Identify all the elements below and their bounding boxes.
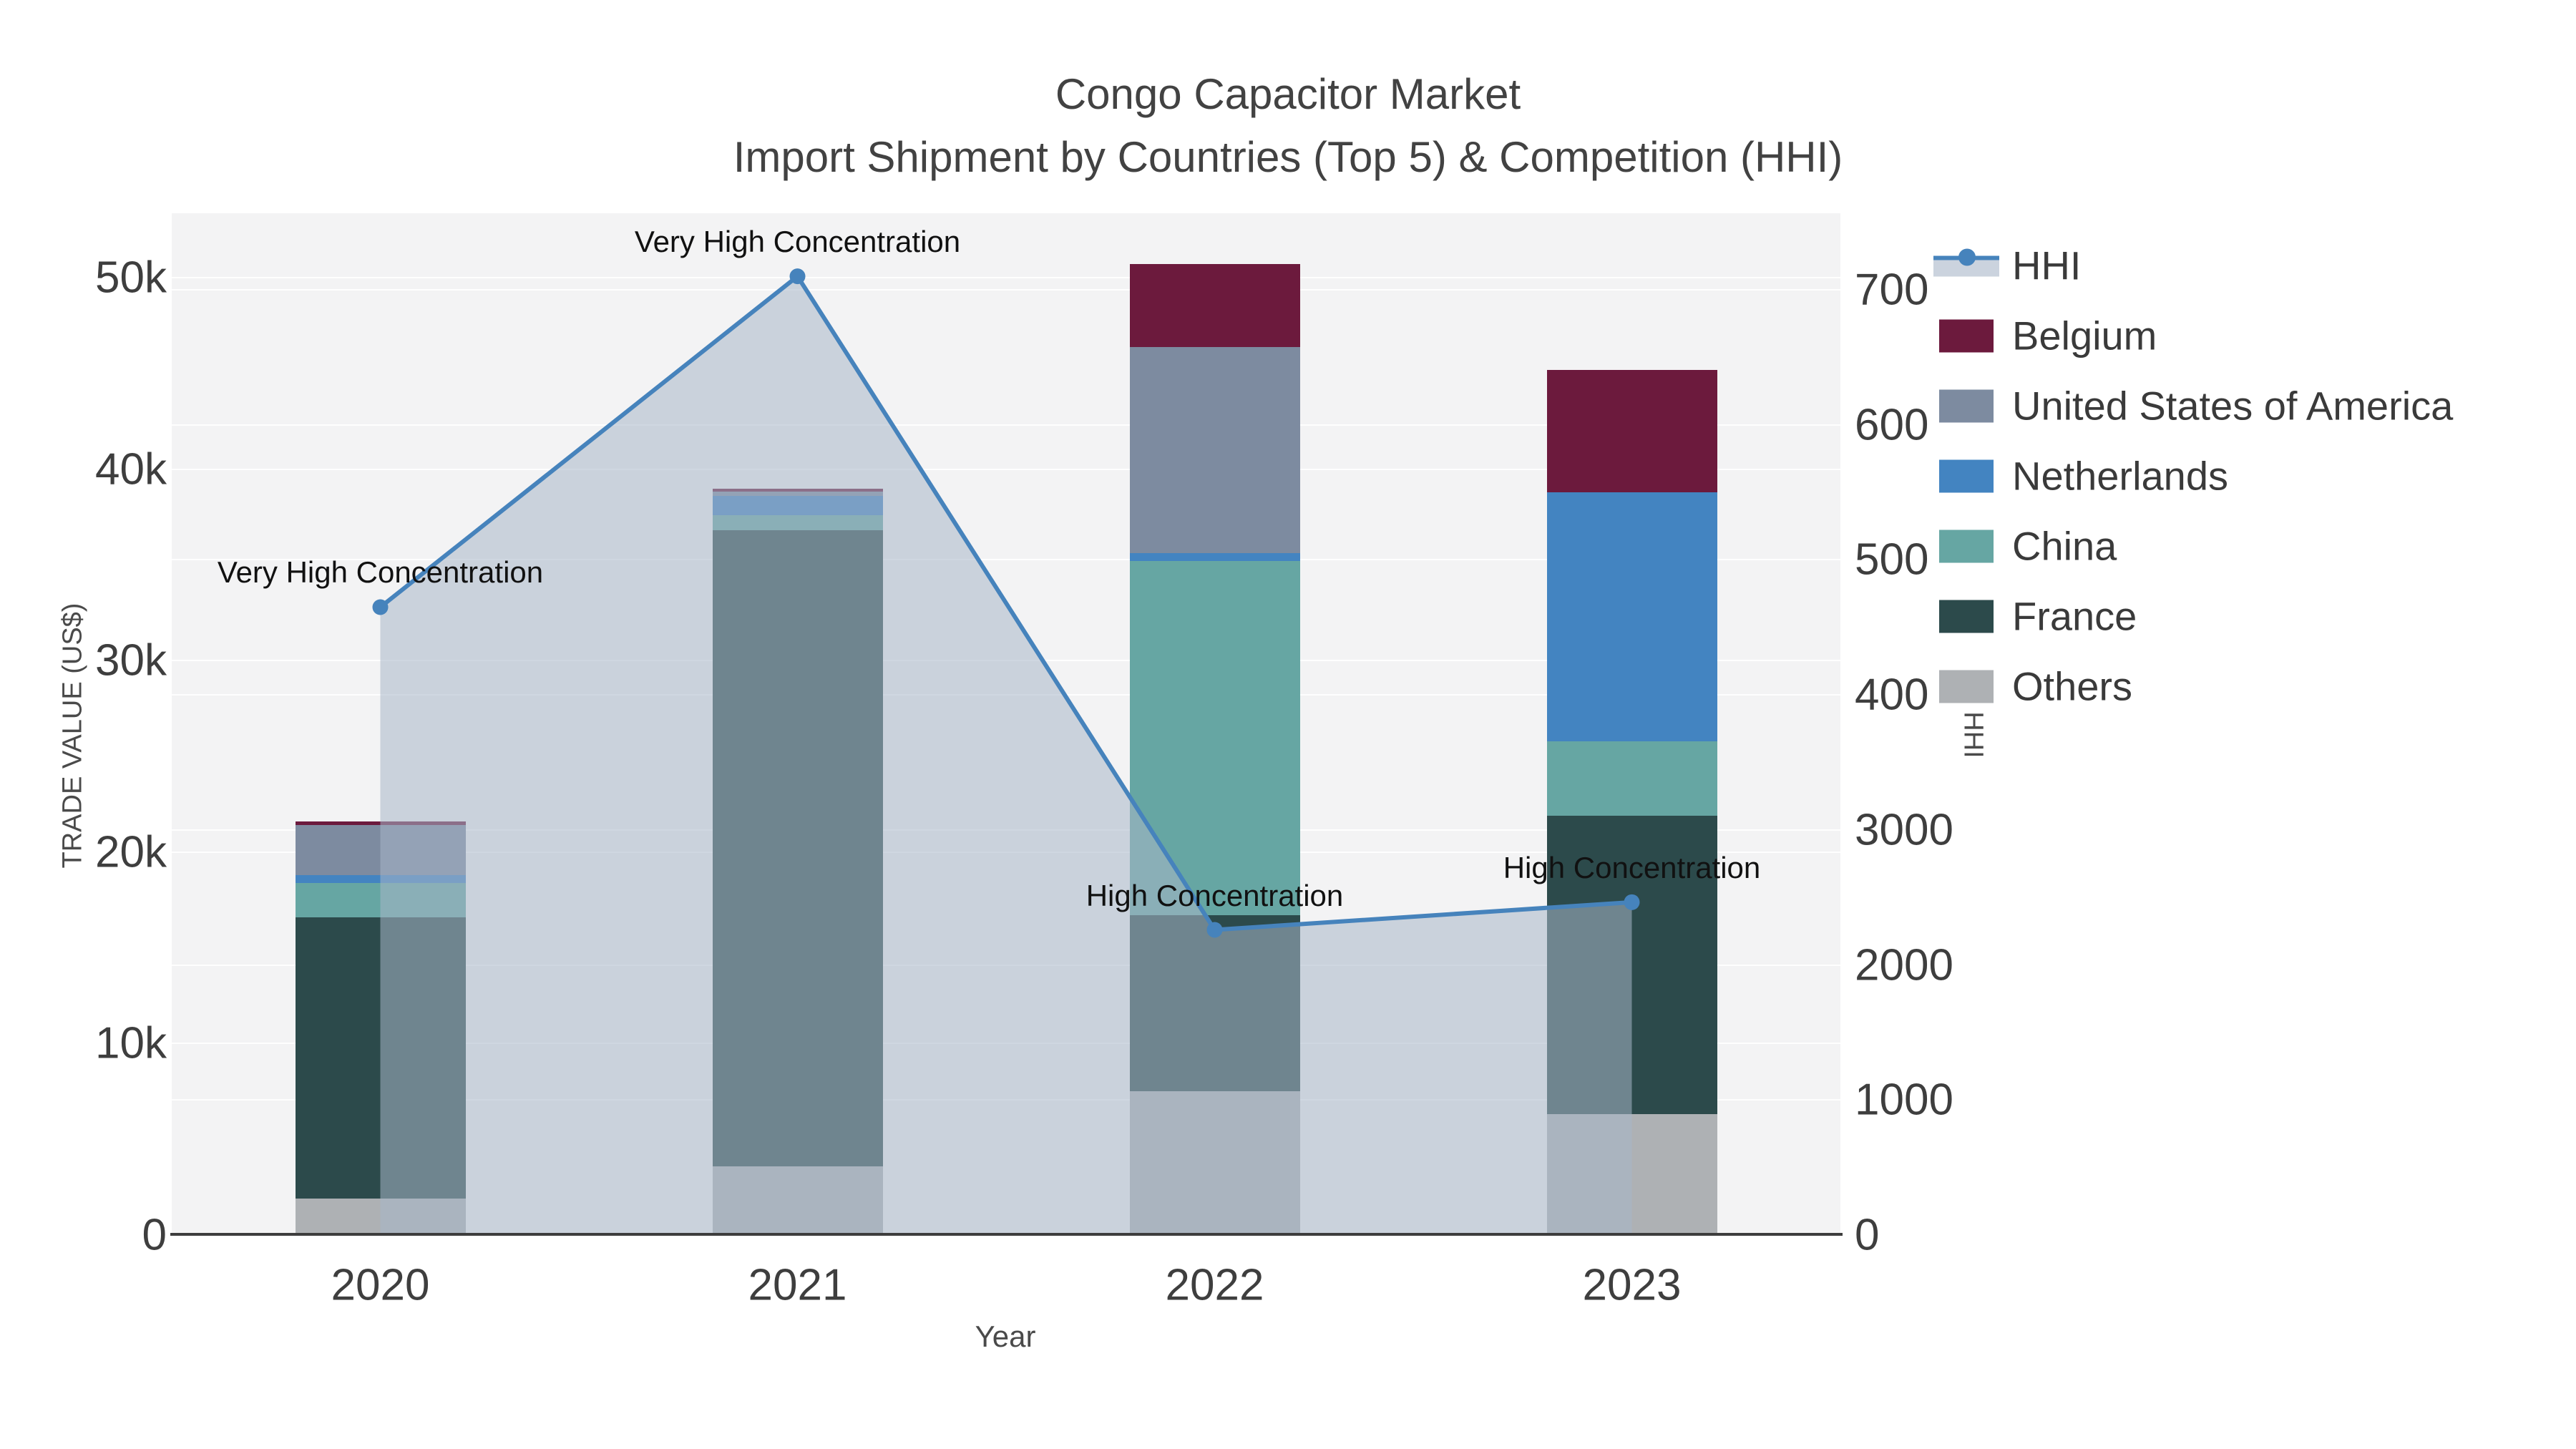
y-right-tick-700: 700 [1855,265,1929,315]
annotation-2023: High Concentration [1503,850,1761,884]
annotation-2021: Very High Concentration [634,225,961,259]
legend-swatch-belgium [1939,319,1994,352]
y-left-tick-0: 0 [142,1210,167,1260]
legend-item-belgium[interactable]: Belgium [1933,313,2157,359]
annotation-2020: Very High Concentration [217,555,544,590]
legend-label: France [2012,593,2137,639]
hhi-area-fill [380,276,1632,1235]
hhi-marker-2020[interactable] [372,599,389,615]
x-tick-2020: 2020 [331,1260,430,1310]
y-left-tick-40k: 40k [95,444,167,494]
hhi-line-layer [372,268,1640,1235]
legend-label: Others [2012,663,2133,709]
legend-swatch-netherlands [1939,459,1994,492]
chart-title-line1: Congo Capacitor Market [1055,70,1521,118]
y-right-tick-400: 400 [1855,670,1929,720]
legend-item-china[interactable]: China [1933,523,2117,570]
bar-segment-netherlands-2022[interactable] [1129,553,1300,562]
y-right-tick-2000: 2000 [1855,940,1953,990]
legend-item-others[interactable]: Others [1933,663,2132,710]
y-right-tick-3000: 3000 [1855,805,1953,855]
bar-segment-belgium-2023[interactable] [1546,369,1717,492]
gridline-right-axis [172,559,1840,561]
legend-swatch-china [1939,530,1994,562]
gridline-right-axis [172,289,1840,291]
bar-segment-united-states-of-america-2022[interactable] [1129,346,1300,554]
y-left-tick-20k: 20k [95,827,167,877]
legend-hhi-marker [1958,248,1976,265]
y-right-tick-1000: 1000 [1855,1075,1953,1125]
chart-title: Congo Capacitor Market Import Shipment b… [0,63,2576,189]
gridline-right-axis [172,424,1840,426]
legend-label: China [2012,523,2117,569]
legend-label: Belgium [2012,313,2157,358]
y-axis-left-title: TRADE VALUE (US$) [57,602,88,869]
hhi-marker-2023[interactable] [1624,894,1640,910]
gridline-left-axis [172,468,1840,470]
x-tick-2022: 2022 [1165,1260,1264,1310]
legend-item-hhi[interactable]: HHI [1933,243,2081,289]
y-right-tick-500: 500 [1855,535,1929,585]
legend-swatch-france [1939,600,1994,633]
legend-hhi-line-sample [1933,248,1999,280]
legend-item-france[interactable]: France [1933,593,2137,640]
y-left-tick-10k: 10k [95,1018,167,1068]
annotation-2022: High Concentration [1085,878,1344,912]
hhi-marker-2022[interactable] [1206,922,1223,938]
legend-item-united-states-of-america[interactable]: United States of America [1933,383,2453,429]
y-left-tick-50k: 50k [95,253,167,303]
plot-area[interactable]: Very High Concentration Very High Concent… [172,213,1840,1235]
y-right-tick-0: 0 [1855,1210,1880,1260]
x-axis-line [170,1233,1843,1236]
x-tick-2021: 2021 [748,1260,847,1310]
legend-label: HHI [2012,243,2082,288]
gridline-left-axis [172,277,1840,279]
hhi-line [379,273,1632,932]
legend-swatch-united-states-of-america [1939,389,1994,422]
bar-segment-belgium-2022[interactable] [1129,264,1300,347]
legend-item-netherlands[interactable]: Netherlands [1933,453,2228,499]
hhi-marker-2021[interactable] [789,268,806,285]
y-right-tick-600: 600 [1855,400,1929,450]
y-left-tick-30k: 30k [95,635,167,686]
x-tick-2023: 2023 [1582,1260,1682,1310]
legend-label: Netherlands [2012,453,2228,499]
chart-title-line2: Import Shipment by Countries (Top 5) & C… [733,133,1843,181]
legend-label: United States of America [2012,383,2454,429]
y-axis-right-title: HHI [1958,711,1989,758]
x-axis-title: Year [975,1319,1036,1353]
bar-segment-netherlands-2023[interactable] [1546,492,1717,741]
legend-swatch-others [1939,670,1994,703]
bar-segment-china-2023[interactable] [1546,741,1717,816]
